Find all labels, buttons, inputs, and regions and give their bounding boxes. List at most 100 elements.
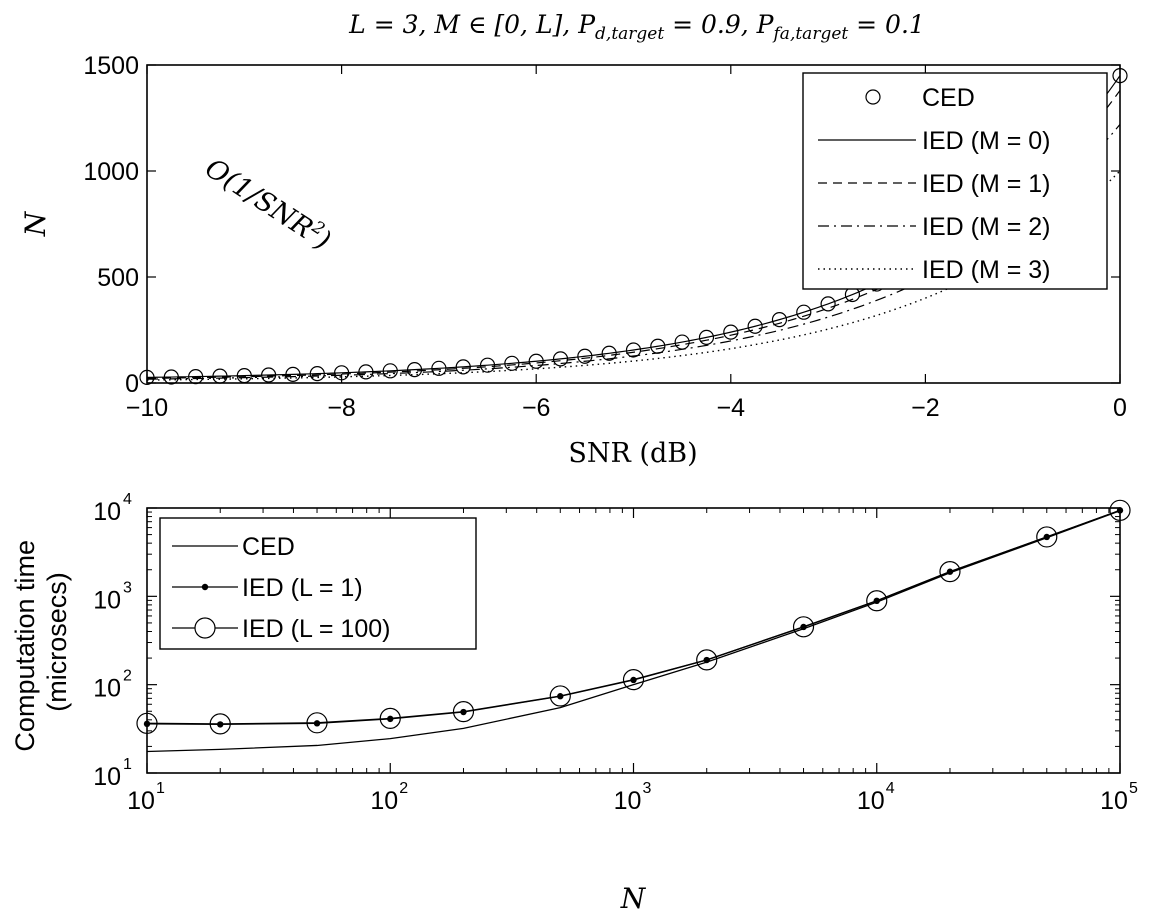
legend-sample-marker — [201, 583, 209, 591]
series-line-ied-m-2- — [146, 123, 1121, 380]
top-y-axis-label: N — [19, 210, 52, 237]
x-tick-label: 10 — [370, 787, 398, 815]
ced-marker — [820, 296, 836, 312]
x-tick-label: 10 — [614, 787, 642, 815]
y-tick-label: 500 — [97, 264, 139, 292]
curve-annotation: O(1/SNR2) — [199, 151, 337, 256]
y-tick-label: 10 — [93, 675, 121, 703]
bottom-ticks: 10 1 10 2 10 3 10 4 10 510 110 210 310 4 — [93, 491, 1138, 815]
ced-marker — [723, 324, 739, 340]
y-tick-label: 1000 — [83, 158, 139, 186]
x-tick-label: −2 — [911, 394, 940, 422]
ced-marker — [382, 363, 398, 379]
ied-l100-marker — [452, 701, 475, 723]
x-tick-exponent: 1 — [156, 780, 165, 797]
top-legend-box — [802, 72, 1108, 290]
bottom-y-axis-label: Computation time (microsecs) — [10, 532, 72, 751]
legend-sample-marker — [865, 89, 881, 105]
ced-marker — [406, 362, 423, 378]
x-tick-label: 10 — [127, 787, 155, 815]
ced-marker — [577, 348, 593, 364]
ied-l100-marker — [792, 616, 815, 638]
legend-entry-ied-m2: IED (M = 2) — [922, 213, 1051, 241]
ced-marker — [552, 351, 569, 367]
y-tick-label: 10 — [93, 586, 121, 614]
ied-l100-marker — [549, 685, 571, 707]
ced-marker — [163, 369, 179, 385]
ied-l100-marker — [866, 590, 888, 612]
ced-marker — [674, 334, 690, 350]
bottom-chart: 10 1 10 2 10 3 10 4 10 510 110 210 310 4 N Computatio… — [10, 491, 1138, 913]
ied-l100-marker — [622, 669, 645, 691]
ced-marker — [601, 345, 617, 361]
ced-marker — [285, 366, 301, 382]
annotation-base: O(1/SNR — [199, 153, 318, 245]
x-tick-exponent: 4 — [886, 780, 895, 797]
ced-marker — [358, 364, 374, 380]
ced-marker — [431, 360, 447, 376]
title-part-c: = 0.1 — [848, 10, 925, 39]
bottom-legend: CED IED (L = 1) IED (L = 100) — [159, 517, 477, 650]
x-tick-label: −4 — [717, 394, 746, 422]
ied-l100-marker — [1036, 526, 1058, 548]
top-chart-title: L = 3, M ∈ [0, L], Pd,target = 0.9, Pfa,… — [348, 10, 925, 44]
legend-entry-ced-time: CED — [242, 533, 295, 561]
ied-l100-marker — [306, 712, 328, 734]
y-tick-label: 1500 — [83, 52, 139, 80]
x-tick-exponent: 5 — [1129, 780, 1138, 797]
ced-marker — [261, 367, 277, 383]
x-tick-label: 10 — [857, 787, 885, 815]
top-legend: CED IED (M = 0) IED (M = 1) IED (M = 2) … — [802, 72, 1108, 290]
x-tick-exponent: 3 — [643, 780, 652, 797]
legend-entry-ied-m0: IED (M = 0) — [922, 127, 1051, 155]
legend-entry-ied-l100: IED (L = 100) — [242, 615, 390, 643]
ced-marker — [698, 329, 715, 345]
bottom-y-label-line2: (microsecs) — [42, 572, 72, 712]
bottom-plot-area — [136, 499, 1131, 753]
title-part-a: L = 3, M ∈ [0, L], P — [348, 10, 596, 39]
x-tick-label: −10 — [126, 394, 168, 422]
legend-entry-ied-l1: IED (L = 1) — [242, 574, 363, 602]
title-sub-b: fa,target — [772, 24, 849, 44]
ied-l100-marker — [696, 649, 718, 671]
top-legend-samples — [818, 89, 916, 270]
title-sub-a: d,target — [595, 24, 664, 44]
x-tick-exponent: 2 — [399, 780, 408, 797]
legend-entry-ied-m1: IED (M = 1) — [922, 170, 1051, 198]
ied-l100-marker — [379, 707, 401, 730]
top-x-axis-label: SNR (dB) — [568, 438, 697, 469]
y-tick-label: 10 — [93, 498, 121, 526]
ced-marker — [455, 359, 471, 375]
ced-marker — [625, 342, 642, 358]
title-part-b: = 0.9, P — [664, 10, 774, 39]
top-ticks: −10 −8 −6 −4 −2 0 0 500 1000 1500 — [83, 52, 1127, 422]
y-tick-exponent: 2 — [123, 668, 132, 685]
y-tick-label: 10 — [93, 763, 121, 791]
ced-marker — [650, 338, 666, 354]
legend-entry-ced: CED — [922, 84, 975, 112]
series-line-ied-l-100- — [146, 509, 1121, 725]
ced-marker — [528, 353, 544, 369]
top-axes-box — [146, 64, 1121, 384]
ced-marker — [747, 318, 763, 334]
bottom-x-axis-label: N — [620, 882, 647, 913]
ied-l100-marker — [939, 561, 961, 583]
ied-l100-marker — [209, 713, 231, 735]
x-tick-label: 0 — [1113, 394, 1127, 422]
ced-marker — [504, 355, 520, 371]
ced-marker — [771, 312, 788, 328]
y-tick-label: 0 — [125, 370, 139, 398]
ced-marker — [479, 357, 496, 373]
x-tick-label: 10 — [1100, 787, 1128, 815]
ced-marker — [796, 304, 812, 320]
bottom-y-label-line1: Computation time — [10, 540, 40, 752]
legend-sample-marker — [194, 617, 216, 639]
legend-entry-ied-m3: IED (M = 3) — [922, 256, 1051, 284]
ced-marker — [309, 366, 325, 382]
top-chart: L = 3, M ∈ [0, L], Pd,target = 0.9, Pfa,… — [19, 10, 1128, 469]
y-tick-exponent: 1 — [123, 756, 132, 773]
x-tick-label: −8 — [327, 394, 356, 422]
x-tick-label: −6 — [522, 394, 551, 422]
y-tick-exponent: 4 — [123, 491, 132, 508]
